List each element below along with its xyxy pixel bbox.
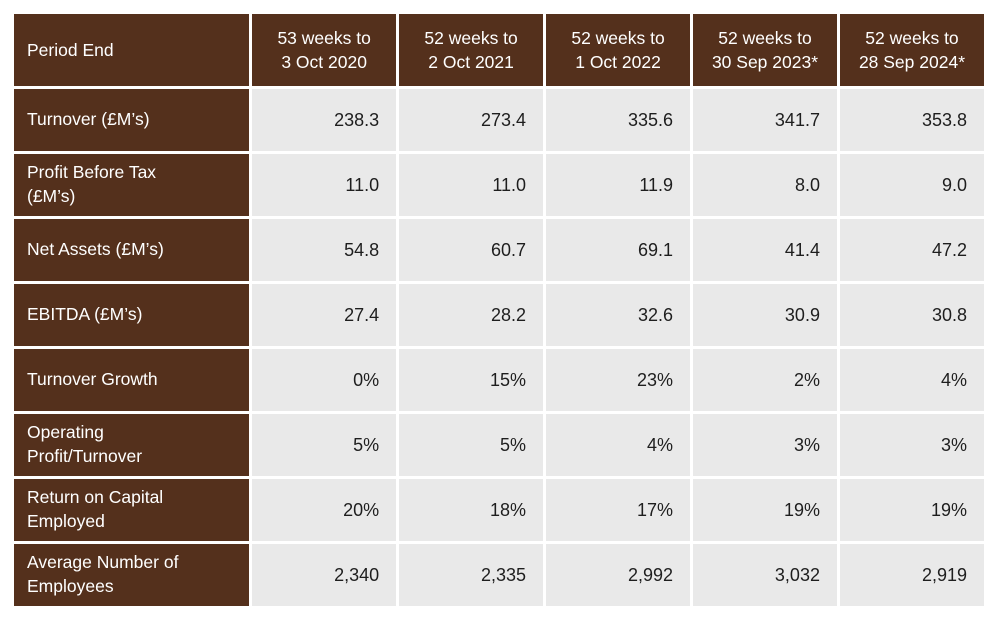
value-cell: 8.0	[693, 154, 837, 216]
value-cell: 18%	[399, 479, 544, 541]
value-cell: 19%	[839, 479, 984, 541]
value-cell: 32.6	[546, 284, 691, 346]
row-label: EBITDA (£M’s)	[14, 284, 250, 346]
value-cell: 5%	[399, 414, 544, 476]
row-label: Return on Capital Employed	[14, 479, 250, 541]
value-cell: 3,032	[693, 544, 837, 606]
value-cell: 273.4	[399, 89, 544, 151]
row-label: Turnover (£M’s)	[14, 89, 250, 151]
column-header-2020: 53 weeks to 3 Oct 2020	[252, 14, 397, 86]
column-header-2023: 52 weeks to 30 Sep 2023*	[693, 14, 837, 86]
value-cell: 2,992	[546, 544, 691, 606]
value-cell: 41.4	[693, 219, 837, 281]
value-cell: 23%	[546, 349, 691, 411]
value-cell: 4%	[546, 414, 691, 476]
value-cell: 54.8	[252, 219, 397, 281]
value-cell: 11.0	[399, 154, 544, 216]
value-cell: 2,340	[252, 544, 397, 606]
table-header: Period End 53 weeks to 3 Oct 2020 52 wee…	[14, 14, 984, 86]
value-cell: 238.3	[252, 89, 397, 151]
value-cell: 9.0	[839, 154, 984, 216]
value-cell: 28.2	[399, 284, 544, 346]
table-row-profit-before-tax: Profit Before Tax (£M’s) 11.0 11.0 11.9 …	[14, 154, 984, 216]
header-row: Period End 53 weeks to 3 Oct 2020 52 wee…	[14, 14, 984, 86]
value-cell: 2%	[693, 349, 837, 411]
table-body: Turnover (£M’s) 238.3 273.4 335.6 341.7 …	[14, 89, 984, 606]
value-cell: 27.4	[252, 284, 397, 346]
value-cell: 0%	[252, 349, 397, 411]
column-header-2021: 52 weeks to 2 Oct 2021	[399, 14, 544, 86]
value-cell: 353.8	[839, 89, 984, 151]
corner-header-period-end: Period End	[14, 14, 250, 86]
row-label: Profit Before Tax (£M’s)	[14, 154, 250, 216]
row-label: Turnover Growth	[14, 349, 250, 411]
value-cell: 17%	[546, 479, 691, 541]
value-cell: 2,335	[399, 544, 544, 606]
value-cell: 69.1	[546, 219, 691, 281]
column-header-2022: 52 weeks to 1 Oct 2022	[546, 14, 691, 86]
value-cell: 11.0	[252, 154, 397, 216]
value-cell: 341.7	[693, 89, 837, 151]
value-cell: 30.8	[839, 284, 984, 346]
value-cell: 5%	[252, 414, 397, 476]
table-row-operating-profit-turnover: Operating Profit/Turnover 5% 5% 4% 3% 3%	[14, 414, 984, 476]
table-row-ebitda: EBITDA (£M’s) 27.4 28.2 32.6 30.9 30.8	[14, 284, 984, 346]
row-label: Net Assets (£M’s)	[14, 219, 250, 281]
table-row-return-on-capital-employed: Return on Capital Employed 20% 18% 17% 1…	[14, 479, 984, 541]
column-header-2024: 52 weeks to 28 Sep 2024*	[839, 14, 984, 86]
table-row-turnover: Turnover (£M’s) 238.3 273.4 335.6 341.7 …	[14, 89, 984, 151]
value-cell: 19%	[693, 479, 837, 541]
value-cell: 11.9	[546, 154, 691, 216]
financial-summary-table: Period End 53 weeks to 3 Oct 2020 52 wee…	[11, 11, 987, 609]
row-label: Average Number of Employees	[14, 544, 250, 606]
value-cell: 2,919	[839, 544, 984, 606]
value-cell: 20%	[252, 479, 397, 541]
row-label: Operating Profit/Turnover	[14, 414, 250, 476]
table-row-net-assets: Net Assets (£M’s) 54.8 60.7 69.1 41.4 47…	[14, 219, 984, 281]
value-cell: 47.2	[839, 219, 984, 281]
value-cell: 4%	[839, 349, 984, 411]
table-row-average-number-of-employees: Average Number of Employees 2,340 2,335 …	[14, 544, 984, 606]
value-cell: 3%	[839, 414, 984, 476]
value-cell: 60.7	[399, 219, 544, 281]
table-row-turnover-growth: Turnover Growth 0% 15% 23% 2% 4%	[14, 349, 984, 411]
value-cell: 15%	[399, 349, 544, 411]
value-cell: 335.6	[546, 89, 691, 151]
value-cell: 3%	[693, 414, 837, 476]
value-cell: 30.9	[693, 284, 837, 346]
